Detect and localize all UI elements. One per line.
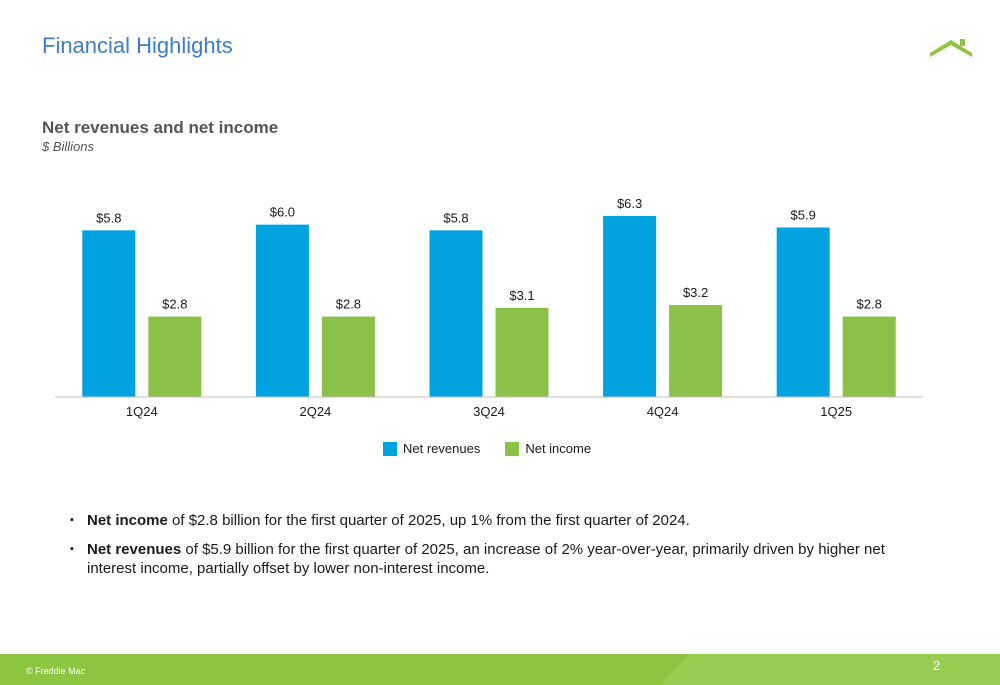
bullet-text: Net revenues of $5.9 billion for the fir…: [87, 540, 930, 578]
chart-legend: Net revenues Net income: [383, 441, 616, 456]
bar-net-revenues: [603, 216, 657, 397]
bar-net-revenues: [776, 227, 830, 397]
data-label-net-revenues: $5.9: [791, 207, 816, 222]
freddie-mac-logo-icon: [930, 39, 972, 57]
bullet-bold: Net income: [87, 512, 168, 529]
page-number: 2: [933, 658, 941, 673]
legend-swatch-net-revenues: [383, 441, 397, 456]
data-label-net-revenues: $5.8: [96, 210, 121, 225]
data-label-net-revenues: $6.0: [270, 205, 295, 220]
data-label-net-income: $2.8: [162, 297, 187, 312]
bar-net-revenues: [429, 230, 483, 397]
x-tick-label: 4Q24: [647, 404, 679, 419]
bar-net-revenues: [82, 230, 136, 397]
bullet-item: ▪ Net revenues of $5.9 billion for the f…: [70, 540, 930, 578]
bullet-bold: Net revenues: [87, 541, 182, 558]
footer-copyright: © Freddie Mac: [26, 666, 86, 676]
legend-item-net-revenues: Net revenues: [383, 441, 480, 456]
bar-net-income: [495, 307, 549, 397]
x-tick-label: 1Q24: [126, 404, 158, 419]
bullet-marker-icon: ▪: [70, 514, 74, 526]
footer-bar: © Freddie Mac 2: [0, 654, 1000, 685]
chart-title: Net revenues and net income: [42, 118, 279, 137]
legend-label-net-revenues: Net revenues: [403, 441, 481, 456]
highlights-list: ▪ Net income of $2.8 billion for the fir…: [70, 511, 930, 588]
bar-net-income: [148, 316, 202, 397]
legend-swatch-net-income: [505, 441, 520, 456]
bullet-item: ▪ Net income of $2.8 billion for the fir…: [70, 511, 930, 530]
footer-stripe: [660, 654, 1000, 685]
data-label-net-income: $3.2: [683, 285, 708, 300]
data-label-net-income: $2.8: [857, 297, 882, 312]
x-tick-label: 1Q25: [820, 404, 852, 419]
bullet-text: Net income of $2.8 billion for the first…: [87, 511, 690, 530]
page-title: Financial Highlights: [42, 33, 233, 58]
legend-item-net-income: Net income: [505, 441, 591, 456]
x-tick-label: 3Q24: [473, 404, 505, 419]
bar-net-revenues: [255, 224, 309, 397]
bar-net-income: [321, 316, 375, 397]
data-label-net-revenues: $6.3: [617, 196, 642, 211]
data-label-net-revenues: $5.8: [443, 210, 468, 225]
bullet-marker-icon: ▪: [70, 543, 74, 555]
data-label-net-income: $2.8: [336, 297, 361, 312]
bar-net-income: [669, 305, 723, 397]
legend-label-net-income: Net income: [525, 441, 592, 456]
bullet-body: of $2.8 billion for the first quarter of…: [167, 512, 690, 529]
data-label-net-income: $3.1: [509, 288, 534, 303]
bar-net-income: [842, 316, 896, 397]
chart-subtitle: $ Billions: [42, 139, 95, 154]
x-tick-label: 2Q24: [299, 404, 331, 419]
bullet-body: of $5.9 billion for the first quarter of…: [87, 541, 885, 577]
